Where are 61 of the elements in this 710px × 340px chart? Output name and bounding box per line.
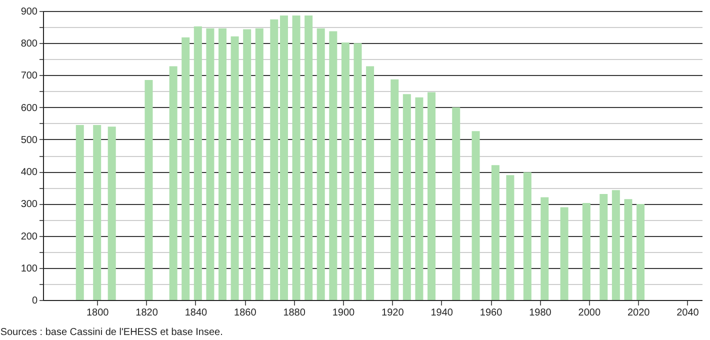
x-tick-label: 2040: [676, 308, 700, 318]
x-tick-label: 2000: [578, 308, 601, 318]
x-tick-label: 1840: [184, 308, 208, 318]
bar: [390, 79, 399, 300]
bar: [304, 15, 313, 300]
source-note: Sources : base Cassini de l'EHESS et base Insee.: [0, 327, 223, 338]
y-tick-label: 500: [20, 134, 38, 146]
y-tick-label: 600: [20, 102, 38, 114]
y-tick-label: 300: [20, 199, 38, 210]
bar: [452, 107, 460, 300]
bar: [280, 15, 288, 300]
x-tick-label: 1880: [283, 308, 306, 318]
bar: [144, 80, 153, 300]
bar: [169, 66, 178, 300]
x-tick-label: 1940: [430, 308, 454, 318]
bar: [560, 207, 568, 300]
y-tick-label: 200: [20, 231, 38, 242]
bar: [108, 126, 116, 300]
bar: [582, 203, 590, 300]
y-tick-label: 400: [20, 167, 38, 178]
x-tick-label: 1820: [136, 308, 158, 318]
x-tick-label: 2020: [627, 308, 650, 318]
x-tick-label: 1960: [480, 308, 503, 318]
x-tick-label: 1920: [382, 308, 404, 318]
bar: [292, 15, 300, 300]
bar: [93, 124, 102, 300]
bar: [270, 19, 278, 300]
bar: [194, 26, 202, 300]
bar: [230, 36, 239, 300]
bar: [636, 204, 645, 300]
bar: [76, 124, 84, 300]
bar: [506, 175, 514, 300]
bar: [612, 190, 620, 300]
bar: [366, 66, 374, 300]
bar: [600, 194, 608, 300]
y-tick-label: 100: [20, 263, 38, 274]
x-tick-label: 1860: [234, 308, 257, 318]
bar: [218, 28, 227, 300]
y-tick-label: 900: [20, 6, 38, 18]
bar: [428, 92, 436, 300]
x-tick-label: 1980: [529, 308, 552, 318]
bar: [415, 97, 424, 300]
bar: [243, 29, 252, 300]
bar: [472, 131, 480, 300]
bar: [523, 172, 532, 300]
bar: [491, 165, 500, 300]
bar: [402, 94, 411, 300]
y-tick-label: 0: [32, 296, 38, 306]
bar: [354, 43, 362, 300]
bar: [255, 28, 264, 300]
x-tick-label: 1800: [86, 308, 110, 318]
bar: [182, 37, 190, 300]
bar: [341, 42, 350, 300]
bar: [624, 199, 632, 300]
bar: [206, 28, 214, 300]
bar: [540, 197, 549, 300]
bar: [316, 28, 325, 300]
y-tick-label: 800: [20, 38, 38, 50]
y-tick-label: 700: [20, 70, 38, 82]
x-tick-label: 1900: [332, 308, 356, 318]
bar: [329, 31, 338, 300]
